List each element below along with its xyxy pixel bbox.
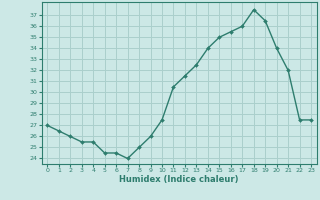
X-axis label: Humidex (Indice chaleur): Humidex (Indice chaleur) [119, 175, 239, 184]
